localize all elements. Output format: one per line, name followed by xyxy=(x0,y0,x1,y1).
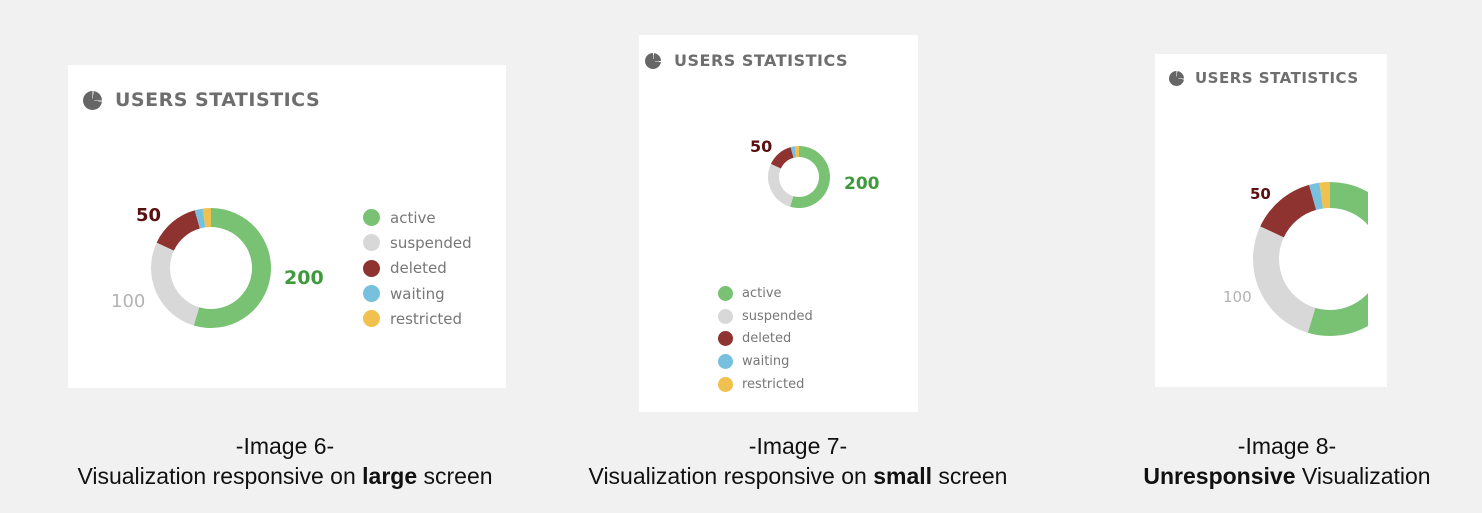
donut-chart xyxy=(768,146,830,208)
label-suspended: 100 xyxy=(111,291,146,312)
slice-active xyxy=(790,146,830,208)
slice-suspended xyxy=(768,163,794,207)
legend-dot-icon xyxy=(718,331,733,347)
legend-label: suspended xyxy=(390,233,472,252)
legend-label: deleted xyxy=(390,259,447,278)
slice-waiting xyxy=(1309,182,1324,210)
legend-label: deleted xyxy=(742,331,792,347)
label-deleted: 50 xyxy=(1250,185,1271,203)
slice-deleted xyxy=(1260,184,1317,238)
caption-bold: Unresponsive xyxy=(1143,463,1296,489)
donut-chart xyxy=(151,208,272,328)
legend-label: suspended xyxy=(742,308,813,324)
legend-dot-icon xyxy=(363,285,380,303)
slice-deleted xyxy=(770,147,794,169)
pie-chart-icon xyxy=(1169,71,1184,86)
caption-number: -Image 7- xyxy=(748,433,848,459)
slice-waiting xyxy=(194,208,206,229)
legend-dot-icon xyxy=(718,377,733,393)
slice-waiting xyxy=(790,146,797,158)
caption-post: screen xyxy=(932,463,1008,489)
users-statistics-card-unresponsive: USERS STATISTICS 50 100 xyxy=(1155,54,1387,387)
legend-item-suspended: suspended xyxy=(718,305,813,328)
label-active: 200 xyxy=(844,174,880,194)
slice-active xyxy=(193,208,272,328)
caption-pre: Visualization responsive on xyxy=(588,463,874,489)
legend-dot-icon xyxy=(718,308,733,324)
caption-post: screen xyxy=(417,463,493,489)
pie-chart-icon xyxy=(645,53,661,69)
caption-bold: small xyxy=(873,463,933,489)
legend-dot-icon xyxy=(363,234,380,252)
legend-dot-icon xyxy=(363,209,380,227)
legend-item-restricted: restricted xyxy=(363,306,472,331)
users-statistics-card-small: USERS STATISTICS 50 200 active suspended d… xyxy=(639,35,918,412)
chart-clip xyxy=(1155,54,1368,387)
legend: active suspended deleted waiting restricted xyxy=(363,205,472,331)
legend-dot-icon xyxy=(363,259,380,277)
label-active: 200 xyxy=(284,267,324,289)
legend-label: active xyxy=(390,208,436,227)
caption-bold: large xyxy=(362,463,418,489)
donut-chart xyxy=(1253,182,1368,336)
legend-dot-icon xyxy=(718,354,733,370)
slice-restricted xyxy=(1319,182,1330,209)
legend-item-waiting: waiting xyxy=(363,281,472,306)
caption-number: -Image 8- xyxy=(1237,433,1337,459)
slice-deleted xyxy=(156,210,200,251)
legend-item-waiting: waiting xyxy=(718,350,813,373)
caption-image-7: -Image 7- Visualization responsive on sm… xyxy=(518,431,1078,491)
legend-dot-icon xyxy=(363,310,380,328)
legend-label: restricted xyxy=(742,377,805,393)
caption-number: -Image 6- xyxy=(235,433,335,459)
caption-post: Visualization xyxy=(1295,463,1431,489)
legend-dot-icon xyxy=(718,285,733,301)
legend-label: active xyxy=(742,285,782,301)
caption-text: Unresponsive Visualization xyxy=(1007,461,1482,491)
caption-text: Visualization responsive on small screen xyxy=(518,461,1078,491)
card-title: USERS STATISTICS xyxy=(115,89,321,111)
legend-item-active: active xyxy=(718,282,813,305)
legend-item-deleted: deleted xyxy=(718,328,813,351)
legend: active suspended deleted waiting restricted xyxy=(718,282,813,396)
legend-label: restricted xyxy=(390,309,462,328)
legend-label: waiting xyxy=(742,354,790,370)
caption-image-6: -Image 6- Visualization responsive on la… xyxy=(5,431,565,491)
legend-item-deleted: deleted xyxy=(363,256,472,281)
slice-restricted xyxy=(794,146,799,158)
slice-suspended xyxy=(1253,226,1316,333)
legend-item-suspended: suspended xyxy=(363,230,472,255)
legend-item-restricted: restricted xyxy=(718,373,813,396)
slice-restricted xyxy=(202,208,211,228)
caption-text: Visualization responsive on large screen xyxy=(5,461,565,491)
caption-image-8: -Image 8- Unresponsive Visualization xyxy=(1007,431,1482,491)
card-title: USERS STATISTICS xyxy=(674,51,849,70)
label-deleted: 50 xyxy=(750,137,773,156)
legend-item-active: active xyxy=(363,205,472,230)
card-title: USERS STATISTICS xyxy=(1195,69,1359,87)
legend-label: waiting xyxy=(390,284,445,303)
label-deleted: 50 xyxy=(136,205,162,226)
label-suspended: 100 xyxy=(1223,288,1252,306)
slice-active xyxy=(1307,182,1368,336)
users-statistics-card-large: USERS STATISTICS 50 100 200 active suspen… xyxy=(68,65,506,388)
caption-pre: Visualization responsive on xyxy=(77,463,363,489)
pie-chart-icon xyxy=(83,91,102,110)
slice-suspended xyxy=(151,242,200,326)
